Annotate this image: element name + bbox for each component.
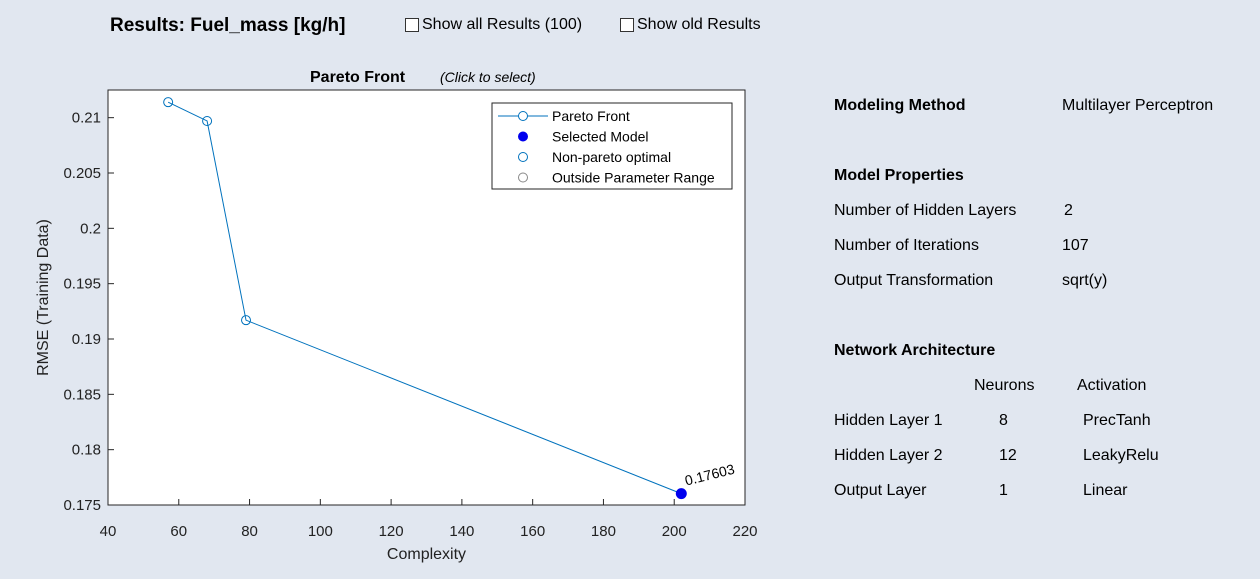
x-tick-label: 80 — [241, 523, 258, 540]
pareto-point[interactable] — [202, 115, 213, 126]
y-tick-label: 0.19 — [72, 331, 101, 348]
arch-row-activation: Linear — [1083, 482, 1128, 499]
y-axis-label: RMSE (Training Data) — [35, 219, 52, 376]
results-title: Results: Fuel_mass [kg/h] — [110, 15, 346, 36]
y-tick-label: 0.2 — [80, 220, 101, 237]
pareto-point[interactable] — [163, 97, 174, 108]
x-tick-label: 140 — [449, 523, 474, 540]
selected-model-point[interactable] — [675, 488, 687, 500]
legend-marker — [518, 152, 528, 162]
chart-title: Pareto Front — [310, 69, 406, 86]
x-tick-label: 40 — [100, 523, 117, 540]
neurons-column-header: Neurons — [974, 377, 1035, 394]
x-tick-label: 60 — [170, 523, 187, 540]
iterations-label: Number of Iterations — [834, 237, 979, 254]
show-old-results-checkbox[interactable]: Show old Results — [620, 16, 761, 34]
arch-row-neurons: 12 — [999, 447, 1017, 464]
arch-row-neurons: 8 — [999, 412, 1008, 429]
iterations-value: 107 — [1062, 237, 1089, 254]
arch-row-layer: Hidden Layer 1 — [834, 412, 943, 429]
output-transformation-value: sqrt(y) — [1062, 272, 1108, 289]
hidden-layers-label: Number of Hidden Layers — [834, 202, 1017, 219]
arch-row-layer: Output Layer — [834, 482, 927, 499]
legend-label: Selected Model — [552, 129, 649, 145]
chart-subtitle: (Click to select) — [440, 69, 536, 85]
y-tick-label: 0.21 — [72, 110, 101, 127]
y-tick-label: 0.185 — [63, 386, 101, 403]
x-tick-label: 200 — [662, 523, 687, 540]
network-architecture-heading: Network Architecture — [834, 342, 996, 359]
activation-column-header: Activation — [1077, 377, 1147, 394]
x-tick-label: 220 — [732, 523, 757, 540]
pareto-front-line — [167, 101, 682, 495]
legend-marker — [518, 111, 528, 121]
legend-label: Pareto Front — [552, 108, 630, 124]
arch-row-activation: PrecTanh — [1083, 412, 1151, 429]
output-transformation-label: Output Transformation — [834, 272, 994, 289]
y-tick-label: 0.195 — [63, 276, 101, 293]
hidden-layers-value: 2 — [1064, 202, 1073, 219]
arch-row-neurons: 1 — [999, 482, 1008, 499]
checkbox-box[interactable] — [405, 18, 419, 32]
show-old-results-label: Show old Results — [637, 16, 761, 33]
modeling-method-label: Modeling Method — [834, 97, 966, 114]
legend-label: Non-pareto optimal — [552, 149, 671, 165]
x-tick-label: 100 — [308, 523, 333, 540]
legend-label: Outside Parameter Range — [552, 170, 715, 186]
arch-row-layer: Hidden Layer 2 — [834, 447, 943, 464]
x-tick-label: 180 — [591, 523, 616, 540]
arch-row-activation: LeakyRelu — [1083, 447, 1159, 464]
y-tick-label: 0.18 — [72, 442, 101, 459]
chart-legend — [491, 102, 733, 190]
x-tick-label: 120 — [379, 523, 404, 540]
show-all-results-label: Show all Results (100) — [422, 16, 583, 33]
pareto-front-chart[interactable]: Pareto Front (Click to select) 40 60 80 100 12… — [0, 0, 800, 579]
pareto-point[interactable] — [241, 315, 252, 326]
x-axis-label: Complexity — [387, 546, 466, 563]
model-properties-heading: Model Properties — [834, 167, 964, 184]
modeling-method-value: Multilayer Perceptron — [1062, 97, 1214, 114]
checkbox-box[interactable] — [620, 18, 634, 32]
legend-marker — [518, 172, 528, 183]
y-tick-label: 0.175 — [63, 497, 101, 514]
x-tick-label: 160 — [520, 523, 545, 540]
y-tick-label: 0.205 — [63, 165, 101, 182]
show-all-results-checkbox[interactable]: Show all Results (100) — [405, 16, 582, 34]
legend-marker — [518, 131, 528, 142]
